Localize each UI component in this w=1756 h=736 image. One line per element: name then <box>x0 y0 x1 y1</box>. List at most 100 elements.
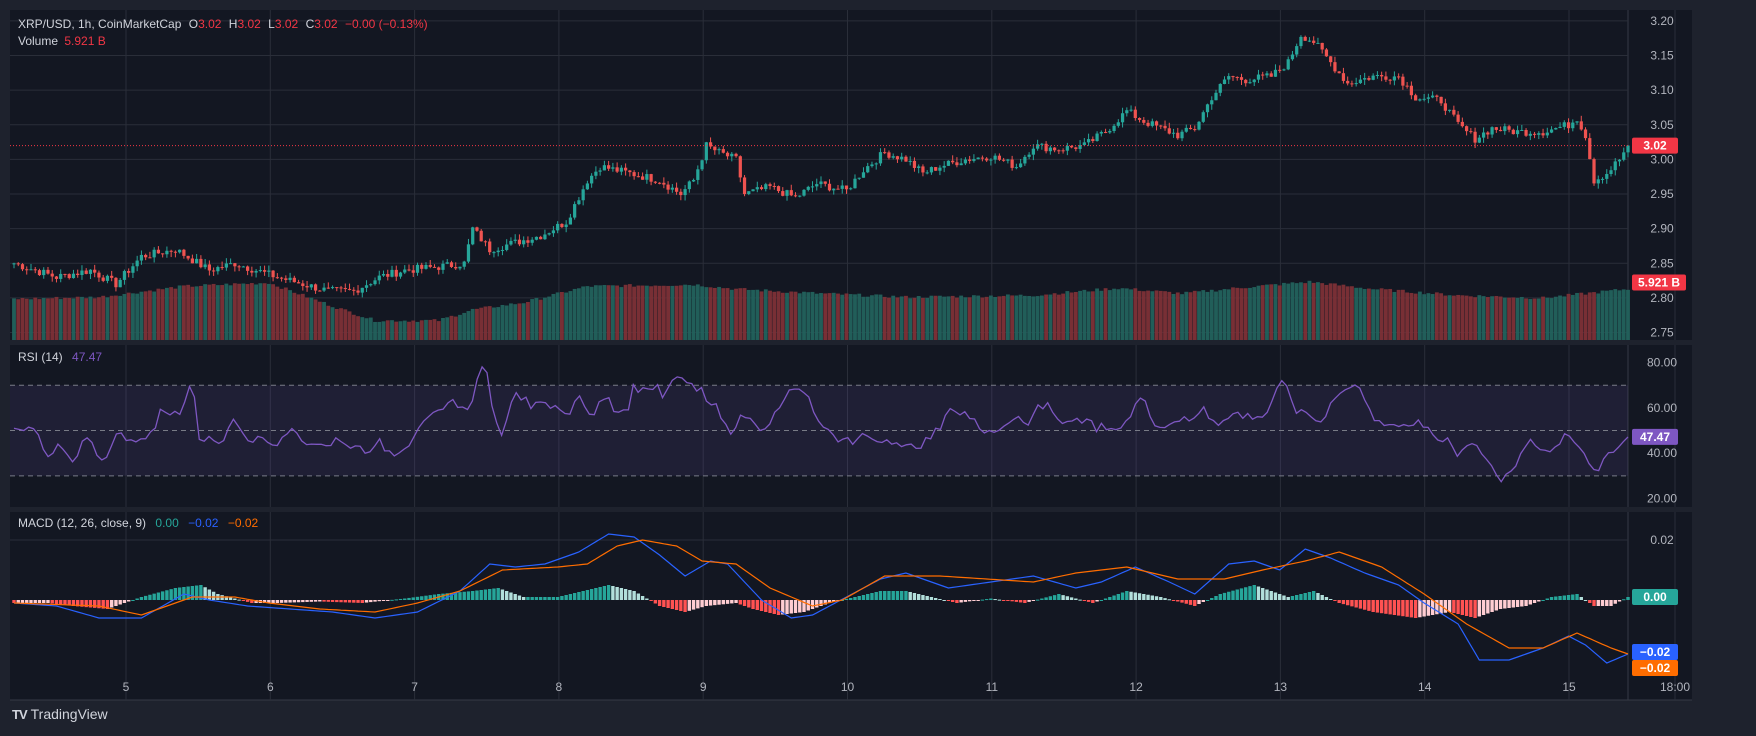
symbol-label[interactable]: XRP/USD, 1h, CoinMarketCap <box>18 17 182 31</box>
macd-hist-bar <box>1210 598 1214 600</box>
candle-body <box>1596 179 1600 184</box>
macd-hist-bar <box>135 598 139 600</box>
tradingview-logo[interactable]: TV TradingView <box>12 706 108 722</box>
candle-body <box>611 167 615 169</box>
volume-bar <box>1184 291 1189 340</box>
candle <box>1384 71 1388 82</box>
volume-bar <box>275 286 280 340</box>
macd-hist-bar <box>1133 592 1138 600</box>
candle-body <box>598 170 602 172</box>
macd-hist-bar <box>819 600 823 606</box>
candle-body <box>1486 132 1490 135</box>
candle <box>1375 71 1380 79</box>
macd-hist-bar <box>173 588 178 600</box>
candle <box>288 272 292 283</box>
macd-hist-bar <box>963 600 968 602</box>
macd-label[interactable]: MACD (12, 26, close, 9) <box>18 516 147 530</box>
candle <box>322 283 326 292</box>
macd-hist-bar <box>568 594 573 600</box>
volume-bar <box>241 283 246 340</box>
candle <box>522 236 526 248</box>
macd-hist-bar <box>1469 600 1473 617</box>
macd-hist-bar <box>1052 595 1057 600</box>
candle-body <box>1299 36 1303 47</box>
macd-hist-bar <box>16 600 20 603</box>
volume-bar <box>1511 297 1516 340</box>
rsi-label[interactable]: RSI (14) <box>18 350 63 364</box>
volume-bar <box>1621 289 1626 340</box>
macd-hist-bar <box>1375 600 1380 613</box>
macd-hist-bar <box>143 595 148 600</box>
candle-body <box>428 264 432 267</box>
candle <box>861 167 866 178</box>
candle-body <box>1069 145 1074 148</box>
candle <box>1515 125 1520 138</box>
volume-bar <box>487 306 492 340</box>
x-tick-label-3: 8 <box>556 680 563 694</box>
candle <box>938 165 942 176</box>
candle-body <box>1095 133 1099 142</box>
candle-body <box>403 269 407 273</box>
candle-body <box>921 166 925 173</box>
macd-hist-bar <box>428 595 432 600</box>
volume-bar <box>483 306 488 340</box>
candle <box>993 153 997 164</box>
volume-bar <box>1205 291 1210 340</box>
candle <box>687 180 691 193</box>
candle <box>454 262 458 270</box>
price-tick-label-9: 2.75 <box>1650 326 1674 340</box>
macd-hist-bar <box>1146 594 1150 600</box>
volume-bar <box>220 285 225 340</box>
candle-body <box>241 266 245 268</box>
candle <box>1571 119 1575 132</box>
volume-bar <box>1519 296 1524 340</box>
candle <box>411 265 415 277</box>
candle-body <box>1498 129 1503 132</box>
candle <box>131 263 135 278</box>
macd-hist-bar <box>1205 600 1210 601</box>
candle <box>917 164 921 174</box>
candle-body <box>505 244 509 250</box>
volume-bar <box>547 296 552 340</box>
candle <box>1027 152 1031 160</box>
candle-body <box>479 230 483 242</box>
candle <box>1069 145 1074 149</box>
candle <box>373 277 377 286</box>
macd-hist-bar <box>377 600 381 602</box>
volume-bar <box>1558 295 1562 340</box>
candle-body <box>173 251 178 253</box>
macd-hist-bar <box>292 600 297 603</box>
candle <box>696 165 700 185</box>
volume-bar <box>1515 297 1520 340</box>
volume-bar <box>942 296 947 340</box>
candle <box>500 246 505 256</box>
macd-hist-bar <box>1418 600 1422 618</box>
candle-body <box>772 185 776 187</box>
candle-body <box>186 255 190 259</box>
candle <box>1052 147 1057 153</box>
macd-hist-bar <box>925 596 929 600</box>
volume-label[interactable]: Volume <box>18 34 59 48</box>
candle <box>1197 120 1201 131</box>
candle <box>479 229 483 242</box>
volume-bar <box>1417 291 1422 340</box>
candle <box>101 274 105 283</box>
macd-hist-bar <box>233 598 237 600</box>
volume-bar <box>1273 284 1278 340</box>
macd-hist-bar <box>798 600 802 613</box>
volume-bar <box>1265 284 1269 340</box>
candle-body <box>1626 145 1630 153</box>
macd-hist-bar <box>458 592 462 600</box>
candle <box>1278 65 1282 73</box>
candle-body <box>619 167 623 172</box>
macd-hist-bar <box>1558 596 1562 600</box>
macd-hist-bar <box>118 600 122 605</box>
candle-body <box>144 254 148 258</box>
macd-hist-bar <box>241 600 246 601</box>
candle <box>708 137 713 149</box>
candle-body <box>781 191 785 196</box>
volume-bar <box>1490 296 1494 340</box>
volume-bar <box>190 286 195 340</box>
rsi-value: 47.47 <box>72 350 103 364</box>
